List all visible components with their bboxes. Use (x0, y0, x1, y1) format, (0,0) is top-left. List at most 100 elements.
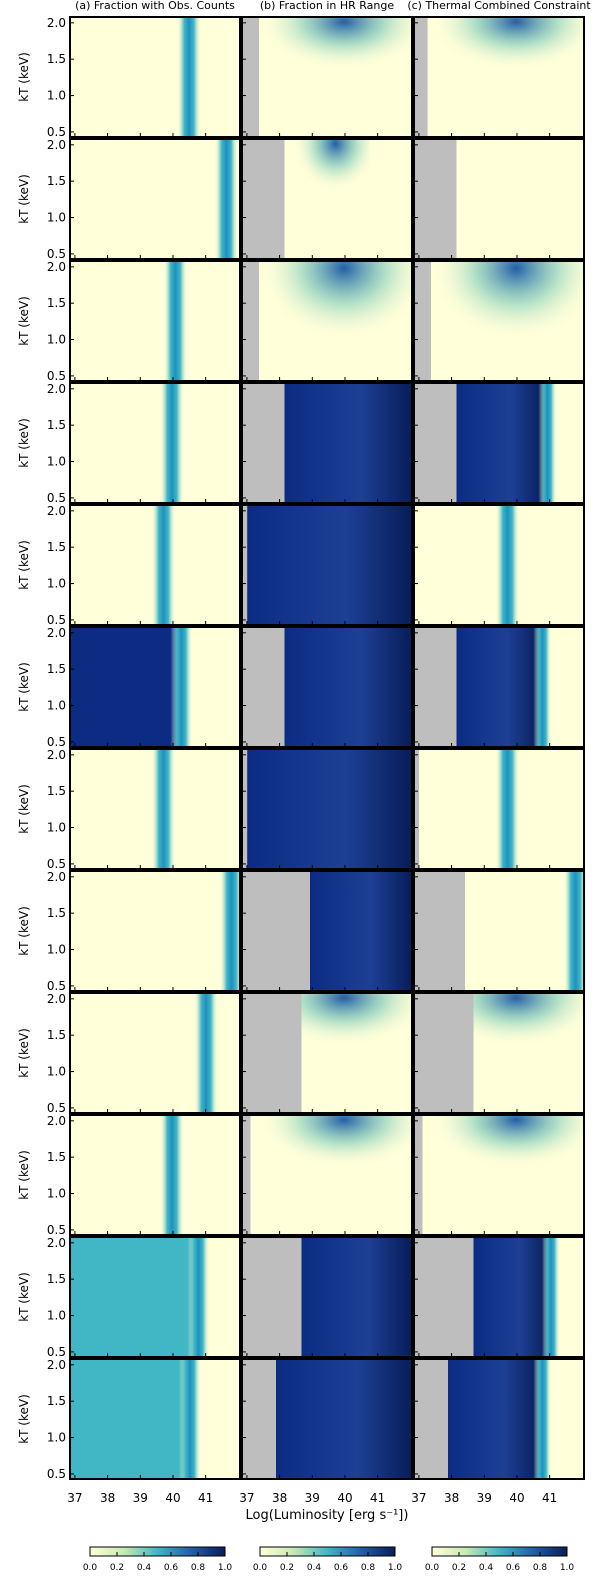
heatmap-panel (413, 992, 585, 1114)
y-tick-label: 1.5 (47, 1394, 66, 1408)
heat-band (533, 1359, 552, 1479)
colorbar-tick-label: 0.4 (307, 1563, 322, 1573)
missing-region (242, 261, 259, 381)
y-axis-label: kT (keV) (17, 540, 31, 590)
missing-region (242, 627, 285, 747)
panel-frame (413, 382, 585, 504)
y-tick-label: 0.5 (47, 369, 66, 383)
y-axis-label: kT (keV) (17, 52, 31, 102)
heat-fill (70, 1359, 189, 1479)
y-tick-label: 2.0 (47, 138, 66, 152)
x-tick-label: 40 (165, 1491, 180, 1505)
heatmap-panel (413, 1358, 585, 1480)
panel-frame (69, 382, 241, 504)
heat-band (163, 261, 188, 381)
y-axis-label: kT (keV) (17, 174, 31, 224)
heatmap-panel (413, 504, 585, 626)
x-tick-label: 38 (100, 1491, 115, 1505)
missing-region (414, 139, 457, 259)
y-tick-label: 0.5 (47, 979, 66, 993)
heatmap-panel (413, 382, 585, 504)
heat-band (542, 1237, 560, 1357)
heatmap-panel (69, 992, 241, 1114)
x-tick-label: 40 (337, 1491, 352, 1505)
colorbar-tick-label: 0.8 (533, 1563, 548, 1573)
y-tick-label: 1.5 (47, 1272, 66, 1286)
x-tick-label: 40 (509, 1491, 524, 1505)
heatmap-panel (413, 1236, 585, 1358)
x-tick-label: 37 (239, 1491, 254, 1505)
panel-frame (69, 16, 241, 138)
missing-region (242, 1359, 276, 1479)
y-tick-label: 1.0 (47, 1187, 66, 1201)
y-tick-label: 1.5 (47, 418, 66, 432)
heatmap-panel (241, 382, 413, 504)
colorbar-tick-label: 0.2 (280, 1563, 294, 1573)
heatmap-panel (69, 504, 241, 626)
y-tick-label: 1.0 (47, 1309, 66, 1323)
colorbar (259, 1546, 396, 1557)
missing-region (414, 1115, 423, 1235)
y-tick-label: 2.0 (47, 260, 66, 274)
missing-region (242, 871, 310, 991)
x-tick-label: 41 (542, 1491, 557, 1505)
x-tick-label: 39 (305, 1491, 320, 1505)
heat-band (214, 139, 239, 259)
heatmap-panel (413, 138, 585, 260)
y-tick-label: 0.5 (47, 1223, 66, 1237)
missing-region (242, 1115, 251, 1235)
heat-fill (448, 1359, 542, 1479)
y-tick-label: 1.5 (47, 784, 66, 798)
missing-region (414, 261, 431, 381)
colorbar-tick-label: 1.0 (388, 1563, 403, 1573)
colorbar-tick-label: 0.4 (137, 1563, 152, 1573)
panel-frame (69, 260, 241, 382)
panel-frame (413, 870, 585, 992)
y-tick-label: 1.0 (47, 211, 66, 225)
heat-band (170, 627, 193, 747)
panel-frame (69, 1358, 241, 1480)
panel-frame (241, 748, 413, 870)
heat-band (538, 383, 557, 503)
y-tick-label: 0.5 (47, 613, 66, 627)
panel-frame (241, 1114, 413, 1236)
heat-fill (276, 1359, 412, 1479)
heat-band (151, 749, 176, 869)
heatmap-panel (241, 626, 413, 748)
y-tick-label: 2.0 (47, 748, 66, 762)
panel-frame (241, 260, 413, 382)
panel-background (70, 261, 240, 381)
panel-frame (241, 138, 413, 260)
y-axis-label: kT (keV) (17, 1150, 31, 1200)
colorbar (431, 1546, 568, 1557)
y-tick-label: 0.5 (47, 1101, 66, 1115)
y-axis-label: kT (keV) (17, 784, 31, 834)
heat-fill (284, 383, 412, 503)
y-tick-label: 1.0 (47, 821, 66, 835)
colorbar-tick-label: 1.0 (560, 1563, 575, 1573)
colorbar-tick-label: 0.6 (164, 1563, 179, 1573)
panel-frame (241, 504, 413, 626)
y-axis-label: kT (keV) (17, 1028, 31, 1078)
heat-fill (456, 383, 547, 503)
heat-band (194, 993, 218, 1113)
y-tick-label: 2.0 (47, 382, 66, 396)
y-tick-label: 0.5 (47, 247, 66, 261)
y-tick-label: 0.5 (47, 857, 66, 871)
heat-fill (301, 1237, 412, 1357)
missing-region (242, 993, 302, 1113)
y-axis-label: kT (keV) (17, 1394, 31, 1444)
missing-region (414, 1359, 448, 1479)
heat-spot (414, 17, 584, 113)
y-tick-label: 1.0 (47, 89, 66, 103)
missing-region (242, 139, 285, 259)
heat-band (160, 1115, 184, 1235)
y-tick-label: 1.5 (47, 296, 66, 310)
heatmap-panel (69, 870, 244, 992)
heatmap-panel (413, 748, 585, 870)
missing-region (414, 17, 428, 137)
y-tick-label: 2.0 (47, 1236, 66, 1250)
colorbar-tick-label: 0.0 (83, 1563, 98, 1573)
panel-background (70, 1115, 240, 1235)
